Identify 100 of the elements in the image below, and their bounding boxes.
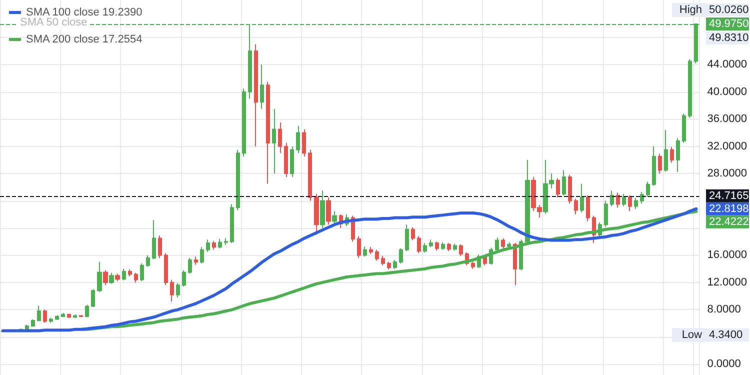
candlestick [459, 244, 463, 256]
candlestick [49, 317, 53, 324]
candlestick [308, 149, 312, 202]
candlestick [242, 88, 246, 158]
legend-label: SMA 200 close 17.2554 [26, 34, 142, 46]
ref-line-label: 24.7165 [709, 190, 749, 202]
text: 50.0260 [709, 4, 749, 16]
candlestick [25, 324, 29, 331]
candlestick [194, 256, 198, 266]
data-label: 22.8198 [709, 202, 749, 215]
candlestick [435, 241, 439, 251]
candlestick [519, 239, 523, 271]
candlestick [417, 236, 421, 254]
candlestick [423, 242, 427, 253]
candlestick [429, 239, 433, 248]
candlestick [103, 270, 108, 286]
candlestick [152, 219, 156, 260]
annotation: SMA 50 close [20, 16, 88, 28]
candlestick [399, 248, 403, 264]
candlestick [188, 257, 192, 274]
candlestick [109, 272, 114, 284]
candlestick [31, 318, 35, 328]
candlestick [664, 129, 668, 172]
candlestick [128, 269, 132, 277]
candlestick [369, 246, 373, 254]
candlestick [260, 64, 264, 110]
candlestick [230, 204, 234, 244]
candlestick [254, 44, 258, 147]
candlestick [586, 194, 590, 222]
y-tick-label: 16.0000 [707, 249, 748, 262]
candlestick [43, 309, 47, 324]
candlestick [182, 270, 186, 288]
candlestick [158, 234, 162, 258]
candlestick [224, 238, 228, 246]
candlestick [266, 81, 270, 184]
candlestick [652, 146, 656, 186]
candlestick [628, 194, 632, 212]
candlestick [501, 238, 505, 249]
candlestick [97, 262, 102, 292]
candlestick [580, 183, 584, 213]
candlestick [393, 259, 397, 270]
candlestick [164, 252, 168, 286]
candlestick [326, 196, 331, 226]
legend-label: SMA 100 close 19.2390 [26, 6, 142, 18]
y-tick-label: 8.0000 [707, 304, 741, 316]
candlestick [381, 255, 385, 266]
candlestick [332, 210, 337, 224]
candlestick [495, 237, 499, 252]
candlestick [73, 314, 77, 318]
candlestick [140, 262, 144, 282]
candlestick [320, 190, 325, 228]
candlestick [122, 268, 126, 281]
y-tick-label: 40.0000 [707, 86, 748, 98]
y-tick-label: 44.0000 [707, 58, 748, 71]
candlestick [206, 239, 210, 252]
candlestick [447, 242, 451, 252]
text: 4.3400 [709, 329, 743, 341]
candlestick [79, 314, 83, 318]
candlestick [688, 58, 692, 118]
annotation: High [679, 4, 702, 16]
candlestick [363, 246, 367, 258]
candlestick [646, 181, 650, 198]
candlestick [296, 125, 300, 154]
candlestick [411, 226, 415, 241]
candlestick [568, 174, 572, 204]
candlestick [357, 236, 361, 258]
candlestick [55, 314, 59, 320]
candlestick [507, 242, 511, 248]
candlestick [278, 122, 282, 154]
candlestick [236, 149, 240, 211]
candlestick [314, 193, 319, 236]
y-tick-label: 32.0000 [707, 140, 748, 152]
candlestick [658, 153, 662, 174]
candlestick [212, 240, 216, 250]
candlestick [272, 108, 276, 174]
candlestick [574, 198, 578, 215]
candlestick [290, 146, 294, 178]
candlestick [453, 243, 457, 251]
candlestick [61, 312, 65, 318]
y-tick-label: 12.0000 [707, 276, 748, 288]
candlestick [284, 142, 288, 178]
candlestick [616, 192, 620, 208]
candlestick [91, 288, 95, 308]
candlestick [670, 146, 674, 164]
candlestick [471, 262, 475, 270]
candlestick [115, 273, 120, 282]
candlestick [146, 254, 150, 268]
candlestick [405, 224, 409, 252]
annotation: Low [682, 329, 702, 341]
candlestick [170, 279, 174, 302]
candlestick [218, 238, 222, 249]
candlestick [375, 249, 379, 262]
candlestick [134, 272, 138, 283]
ref-line-label: 49.9750 [709, 18, 749, 30]
y-tick-label: 0.0000 [707, 358, 741, 370]
candlestick [610, 190, 614, 207]
candlestick [640, 191, 644, 204]
candlestick [622, 193, 626, 207]
candlestick [302, 128, 306, 158]
candlestick [562, 170, 566, 196]
